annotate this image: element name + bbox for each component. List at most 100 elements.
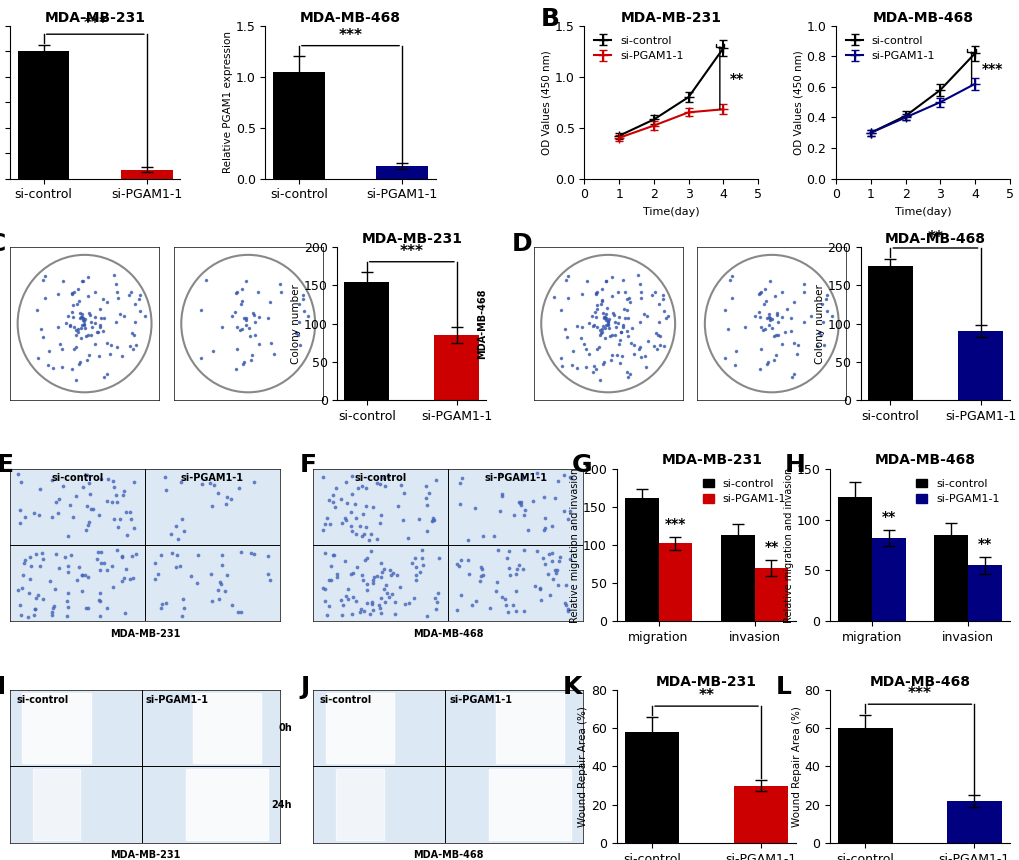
Text: F: F	[300, 453, 317, 477]
Bar	[967, 565, 1001, 622]
Bar	[434, 335, 479, 400]
Bar	[867, 267, 912, 400]
Point	[279, 780, 296, 794]
Bar	[957, 331, 1002, 400]
Text: L: L	[775, 675, 792, 699]
Text: K: K	[562, 675, 582, 699]
Title: MDA-MB-231: MDA-MB-231	[361, 232, 462, 246]
Bar	[871, 538, 905, 622]
Text: si-control: si-control	[319, 695, 372, 704]
X-axis label: Time(day): Time(day)	[642, 206, 699, 217]
Y-axis label: Relative migration and invasion: Relative migration and invasion	[570, 467, 580, 623]
Point	[721, 713, 738, 727]
Point	[153, 101, 169, 114]
Text: ***: ***	[84, 16, 107, 31]
Y-axis label: Relative migration and invasion: Relative migration and invasion	[783, 467, 793, 623]
Title: MDA-MB-231: MDA-MB-231	[45, 10, 146, 25]
Point	[170, 55, 186, 69]
Bar	[625, 732, 679, 843]
Bar	[658, 544, 692, 622]
Bar	[18, 52, 69, 179]
Legend: si-control, si-PGAM1-1: si-control, si-PGAM1-1	[841, 31, 938, 66]
Point	[799, 451, 815, 464]
Text: ***: ***	[399, 243, 424, 259]
Bar	[343, 281, 389, 400]
Text: **: **	[926, 230, 943, 245]
Bar	[185, 770, 267, 839]
Text: **: **	[977, 538, 990, 551]
Text: MDA-MB-231: MDA-MB-231	[661, 453, 762, 468]
Text: **: **	[730, 71, 744, 86]
Bar	[325, 693, 393, 764]
Title: MDA-MB-231: MDA-MB-231	[655, 675, 756, 689]
Point	[680, 802, 696, 815]
Text: **: **	[698, 688, 714, 703]
Text: **: **	[763, 540, 777, 554]
Text: G: G	[572, 453, 592, 477]
Point	[807, 818, 823, 832]
Title: MDA-MB-468: MDA-MB-468	[300, 10, 400, 25]
Y-axis label: Wound Repair Area (%): Wound Repair Area (%)	[791, 706, 801, 826]
Text: MDA-MB-468: MDA-MB-468	[476, 288, 486, 359]
Legend: si-control, si-PGAM1-1: si-control, si-PGAM1-1	[911, 474, 1004, 509]
Legend: si-control, si-PGAM1-1: si-control, si-PGAM1-1	[698, 474, 790, 509]
Text: H: H	[785, 453, 805, 477]
Text: 24h: 24h	[271, 800, 291, 809]
Text: D: D	[511, 232, 532, 256]
Point	[190, 77, 206, 91]
Point	[838, 279, 854, 292]
Bar	[335, 770, 383, 839]
Y-axis label: OD Values (450 nm): OD Values (450 nm)	[541, 50, 551, 155]
Text: si-control: si-control	[51, 473, 104, 483]
Title: MDA-MB-231: MDA-MB-231	[621, 10, 721, 25]
Title: MDA-MB-468: MDA-MB-468	[871, 10, 972, 25]
Text: MDA-MB-468: MDA-MB-468	[874, 453, 975, 468]
Bar	[947, 801, 1001, 843]
Bar	[121, 169, 172, 179]
Text: I: I	[0, 675, 6, 699]
Text: MDA-MB-231: MDA-MB-231	[110, 851, 180, 860]
Y-axis label: Colony number: Colony number	[814, 284, 824, 364]
Text: si-control: si-control	[16, 695, 68, 704]
Text: B: B	[540, 8, 559, 32]
Point	[434, 724, 450, 738]
Text: C: C	[0, 232, 6, 256]
Point	[62, 291, 78, 304]
Text: si-PGAM1-1: si-PGAM1-1	[180, 473, 244, 483]
Bar	[838, 497, 871, 622]
Bar	[193, 693, 261, 764]
Title: MDA-MB-468: MDA-MB-468	[884, 232, 985, 246]
Point	[622, 682, 638, 696]
Y-axis label: Relative PGAM1 expression: Relative PGAM1 expression	[223, 31, 232, 173]
Bar	[733, 785, 788, 843]
X-axis label: Time(day): Time(day)	[894, 206, 951, 217]
Bar	[625, 498, 658, 622]
Text: MDA-MB-468: MDA-MB-468	[413, 629, 483, 639]
Text: 0h: 0h	[278, 723, 291, 734]
Text: si-control: si-control	[355, 473, 407, 483]
Text: si-PGAM1-1: si-PGAM1-1	[484, 473, 546, 483]
Text: ***: ***	[338, 28, 362, 43]
Text: MDA-MB-468: MDA-MB-468	[413, 851, 483, 860]
Title: MDA-MB-468: MDA-MB-468	[868, 675, 969, 689]
Text: E: E	[0, 453, 13, 477]
Y-axis label: OD Values (450 nm): OD Values (450 nm)	[793, 50, 803, 155]
Bar	[720, 535, 754, 622]
Bar	[376, 166, 427, 179]
Text: ***: ***	[664, 517, 686, 531]
Text: si-PGAM1-1: si-PGAM1-1	[448, 695, 512, 704]
Bar	[933, 535, 967, 622]
Point	[169, 81, 185, 95]
Text: **: **	[880, 510, 895, 524]
Point	[612, 335, 629, 348]
Bar	[838, 728, 892, 843]
Bar	[488, 770, 571, 839]
Text: ***: ***	[981, 62, 1003, 76]
Bar	[33, 770, 81, 839]
Text: si-PGAM1-1: si-PGAM1-1	[146, 695, 209, 704]
Y-axis label: Wound Repair Area (%): Wound Repair Area (%)	[578, 706, 588, 826]
Point	[732, 427, 748, 441]
Bar	[273, 71, 324, 179]
Point	[818, 58, 835, 72]
Text: J: J	[300, 675, 309, 699]
